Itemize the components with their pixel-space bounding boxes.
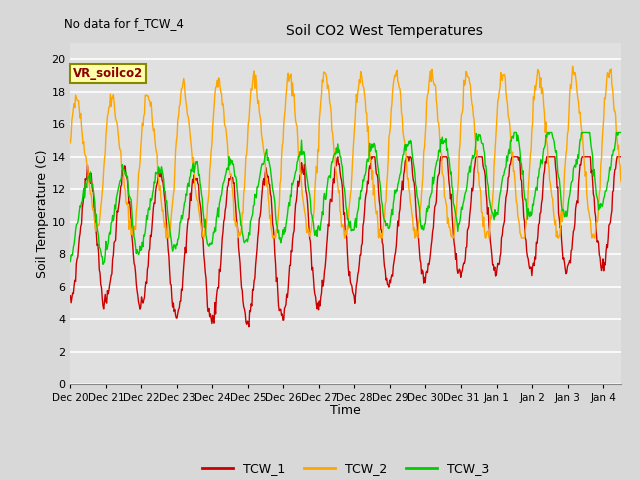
Title: Soil CO2 West Temperatures: Soil CO2 West Temperatures [285,24,483,38]
Y-axis label: Soil Temperature (C): Soil Temperature (C) [36,149,49,278]
X-axis label: Time: Time [330,405,361,418]
Text: No data for f_TCW_4: No data for f_TCW_4 [64,17,184,30]
Text: VR_soilco2: VR_soilco2 [73,67,143,80]
Legend: TCW_1, TCW_2, TCW_3: TCW_1, TCW_2, TCW_3 [196,457,495,480]
